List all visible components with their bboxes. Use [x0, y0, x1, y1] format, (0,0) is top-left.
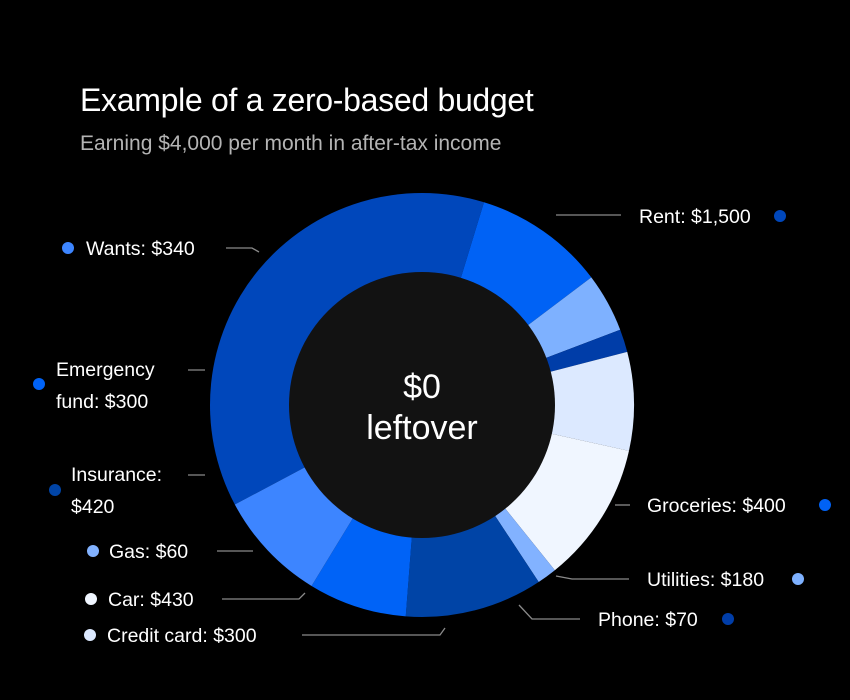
center-caption: leftover — [366, 409, 478, 447]
leader-line-phone — [518, 604, 580, 620]
data-label-car: Car: $430 — [108, 589, 194, 611]
legend-dot-utilities — [792, 573, 804, 585]
data-label-utilities: Utilities: $180 — [647, 569, 764, 591]
chart-subtitle: Earning $4,000 per month in after-tax in… — [80, 132, 502, 155]
data-label-insurance-line-2: $420 — [71, 496, 115, 518]
legend-dot-groceries — [819, 499, 831, 511]
legend-dot-emergency-fund — [33, 378, 45, 390]
chart-title: Example of a zero-based budget — [80, 82, 534, 118]
legend-dot-rent — [774, 210, 786, 222]
legend-dot-wants — [62, 242, 74, 254]
legend-dot-phone — [722, 613, 734, 625]
leader-line-wants — [226, 247, 260, 253]
leader-line-car — [222, 592, 306, 600]
data-label-phone: Phone: $70 — [598, 609, 698, 631]
data-label-wants: Wants: $340 — [86, 238, 195, 260]
center-value: $0 — [403, 368, 441, 406]
donut-center — [289, 272, 555, 538]
data-label-gas: Gas: $60 — [109, 541, 188, 563]
data-label-emergency-fund-line-2: fund: $300 — [56, 391, 148, 413]
legend-dot-credit-card — [84, 629, 96, 641]
data-label-groceries: Groceries: $400 — [647, 495, 786, 517]
data-label-insurance-line-1: Insurance: — [71, 464, 162, 486]
legend-dot-car — [85, 593, 97, 605]
leader-line-credit-card — [302, 627, 446, 636]
data-label-credit-card: Credit card: $300 — [107, 625, 257, 647]
data-label-rent: Rent: $1,500 — [639, 206, 751, 228]
legend-dot-gas — [87, 545, 99, 557]
data-label-emergency-fund-line-1: Emergency — [56, 359, 155, 381]
leader-line-utilities — [555, 575, 629, 580]
legend-dot-insurance — [49, 484, 61, 496]
